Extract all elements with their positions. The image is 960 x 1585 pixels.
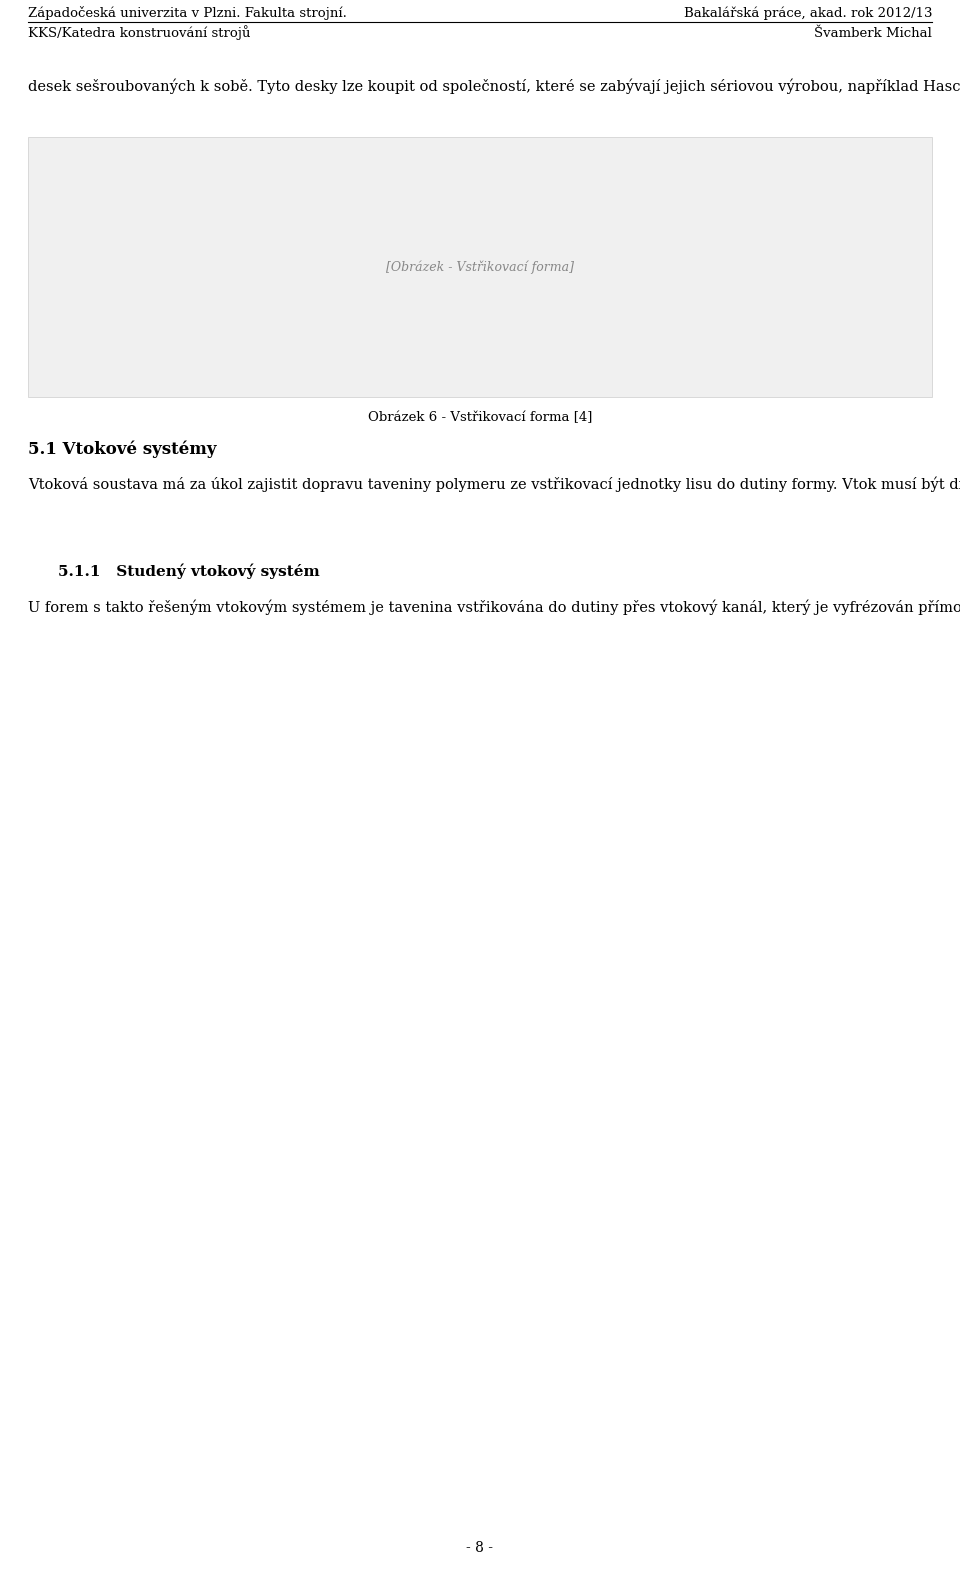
Text: 5.1 Vtokové systémy: 5.1 Vtokové systémy	[28, 441, 217, 458]
Bar	[28, 136, 932, 396]
Text: desek sešroubovaných k sobě. Tyto desky lze koupit od společností, které se zabý: desek sešroubovaných k sobě. Tyto desky …	[28, 78, 960, 94]
Text: Obrázek 6 - Vstřikovací forma [4]: Obrázek 6 - Vstřikovací forma [4]	[368, 412, 592, 425]
Text: Švamberk Michal: Švamberk Michal	[814, 27, 932, 40]
Text: KKS/Katedra konstruování strojů: KKS/Katedra konstruování strojů	[28, 25, 251, 40]
Text: Západočeská univerzita v Plzni. Fakulta strojní.: Západočeská univerzita v Plzni. Fakulta …	[28, 6, 347, 21]
Text: Bakalářská práce, akad. rok 2012/13: Bakalářská práce, akad. rok 2012/13	[684, 6, 932, 21]
Text: U forem s takto řešeným vtokovým systémem je tavenina vstřikována do dutiny přes: U forem s takto řešeným vtokovým systéme…	[28, 599, 960, 615]
Text: Vtoková soustava má za úkol zajistit dopravu taveniny polymeru ze vstřikovací je: Vtoková soustava má za úkol zajistit dop…	[28, 476, 960, 491]
Text: [Obrázek - Vstřikovací forma]: [Obrázek - Vstřikovací forma]	[386, 260, 574, 274]
Text: 5.1.1   Studený vtokový systém: 5.1.1 Studený vtokový systém	[58, 564, 320, 579]
Text: - 8 -: - 8 -	[467, 1541, 493, 1555]
